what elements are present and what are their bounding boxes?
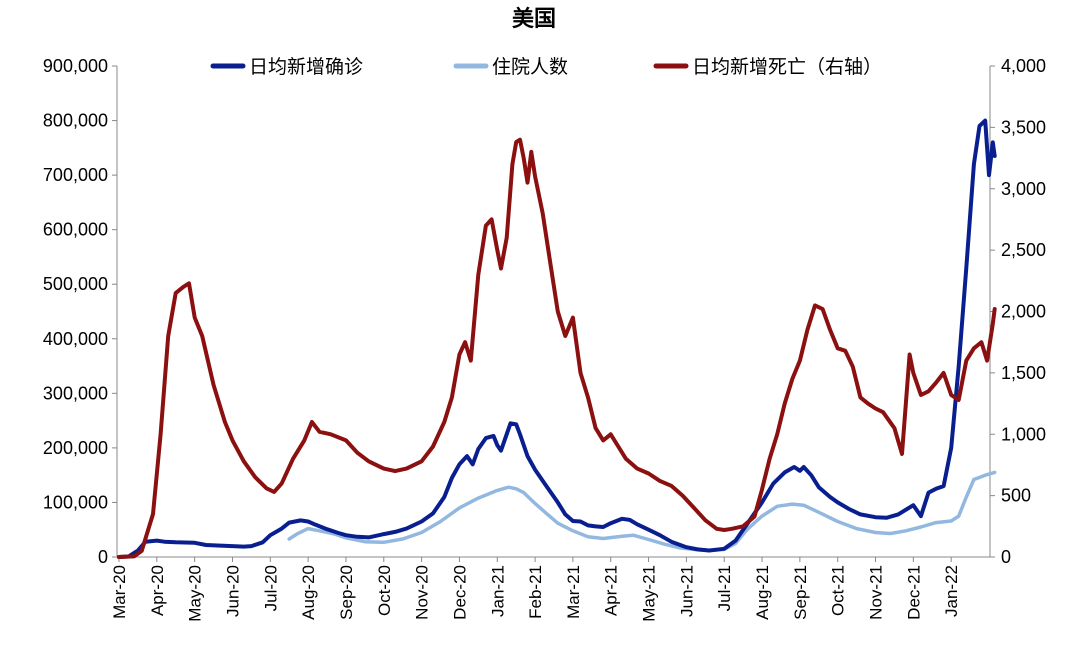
x-tick-label: Jul-20 <box>261 565 280 611</box>
y-left-tick-label: 400,000 <box>43 329 108 349</box>
x-tick-label: Oct-21 <box>829 565 848 616</box>
y-right-tick-label: 2,000 <box>1001 302 1046 322</box>
y-right-tick-label: 0 <box>1001 547 1011 567</box>
y-right-tick-label: 1,500 <box>1001 363 1046 383</box>
y-left-tick-label: 900,000 <box>43 56 108 76</box>
y-right-tick-label: 2,500 <box>1001 240 1046 260</box>
series-line-1 <box>287 470 997 553</box>
legend-label-1: 住院人数 <box>492 56 568 78</box>
series-line-2 <box>117 137 997 559</box>
x-tick-label: Jun-21 <box>677 565 696 617</box>
y-left-tick-label: 700,000 <box>43 165 108 185</box>
x-tick-label: Apr-20 <box>148 565 167 616</box>
axes-layer: 0 100,000 200,000 300,000 400,000 500,000 600,… <box>43 56 1046 622</box>
x-tick-label: Nov-21 <box>867 565 886 620</box>
x-tick-label: May-21 <box>640 565 659 622</box>
series-layer <box>117 118 997 559</box>
series-line-0 <box>117 118 997 559</box>
y-right-tick-label: 3,500 <box>1001 117 1046 137</box>
y-right-tick-label: 1,000 <box>1001 424 1046 444</box>
y-right-tick-label: 3,000 <box>1001 179 1046 199</box>
x-tick-label: Mar-20 <box>110 565 129 619</box>
x-tick-label: Aug-21 <box>753 565 772 620</box>
x-tick-label: Jan-22 <box>942 565 961 617</box>
x-tick-label: Dec-21 <box>904 565 923 620</box>
y-left-tick-label: 0 <box>98 547 108 567</box>
x-tick-label: Feb-21 <box>526 565 545 619</box>
chart-title: 美国 <box>512 6 556 31</box>
legend: 日均新增确诊 住院人数 日均新增死亡（右轴） <box>210 56 882 78</box>
x-tick-label: Aug-20 <box>299 565 318 620</box>
y-right-tick-label: 4,000 <box>1001 56 1046 76</box>
y-left-tick-label: 500,000 <box>43 274 108 294</box>
legend-label-0: 日均新增确诊 <box>249 56 363 78</box>
x-tick-label: Dec-20 <box>450 565 469 620</box>
y-left-tick-label: 800,000 <box>43 111 108 131</box>
y-left-tick-label: 100,000 <box>43 492 108 512</box>
x-tick-label: Nov-20 <box>413 565 432 620</box>
x-tick-label: Mar-21 <box>564 565 583 619</box>
y-left-tick-label: 600,000 <box>43 220 108 240</box>
x-tick-label: Jan-21 <box>488 565 507 617</box>
x-tick-label: Jul-21 <box>715 565 734 611</box>
x-tick-label: Oct-20 <box>375 565 394 616</box>
x-tick-label: Sep-21 <box>791 565 810 620</box>
y-right-tick-label: 500 <box>1001 486 1031 506</box>
x-tick-label: May-20 <box>186 565 205 622</box>
legend-label-2: 日均新增死亡（右轴） <box>692 56 882 78</box>
x-tick-label: Sep-20 <box>337 565 356 620</box>
y-left-tick-label: 200,000 <box>43 438 108 458</box>
x-tick-label: Jun-20 <box>223 565 242 617</box>
y-left-tick-label: 300,000 <box>43 383 108 403</box>
x-tick-label: Apr-21 <box>602 565 621 616</box>
